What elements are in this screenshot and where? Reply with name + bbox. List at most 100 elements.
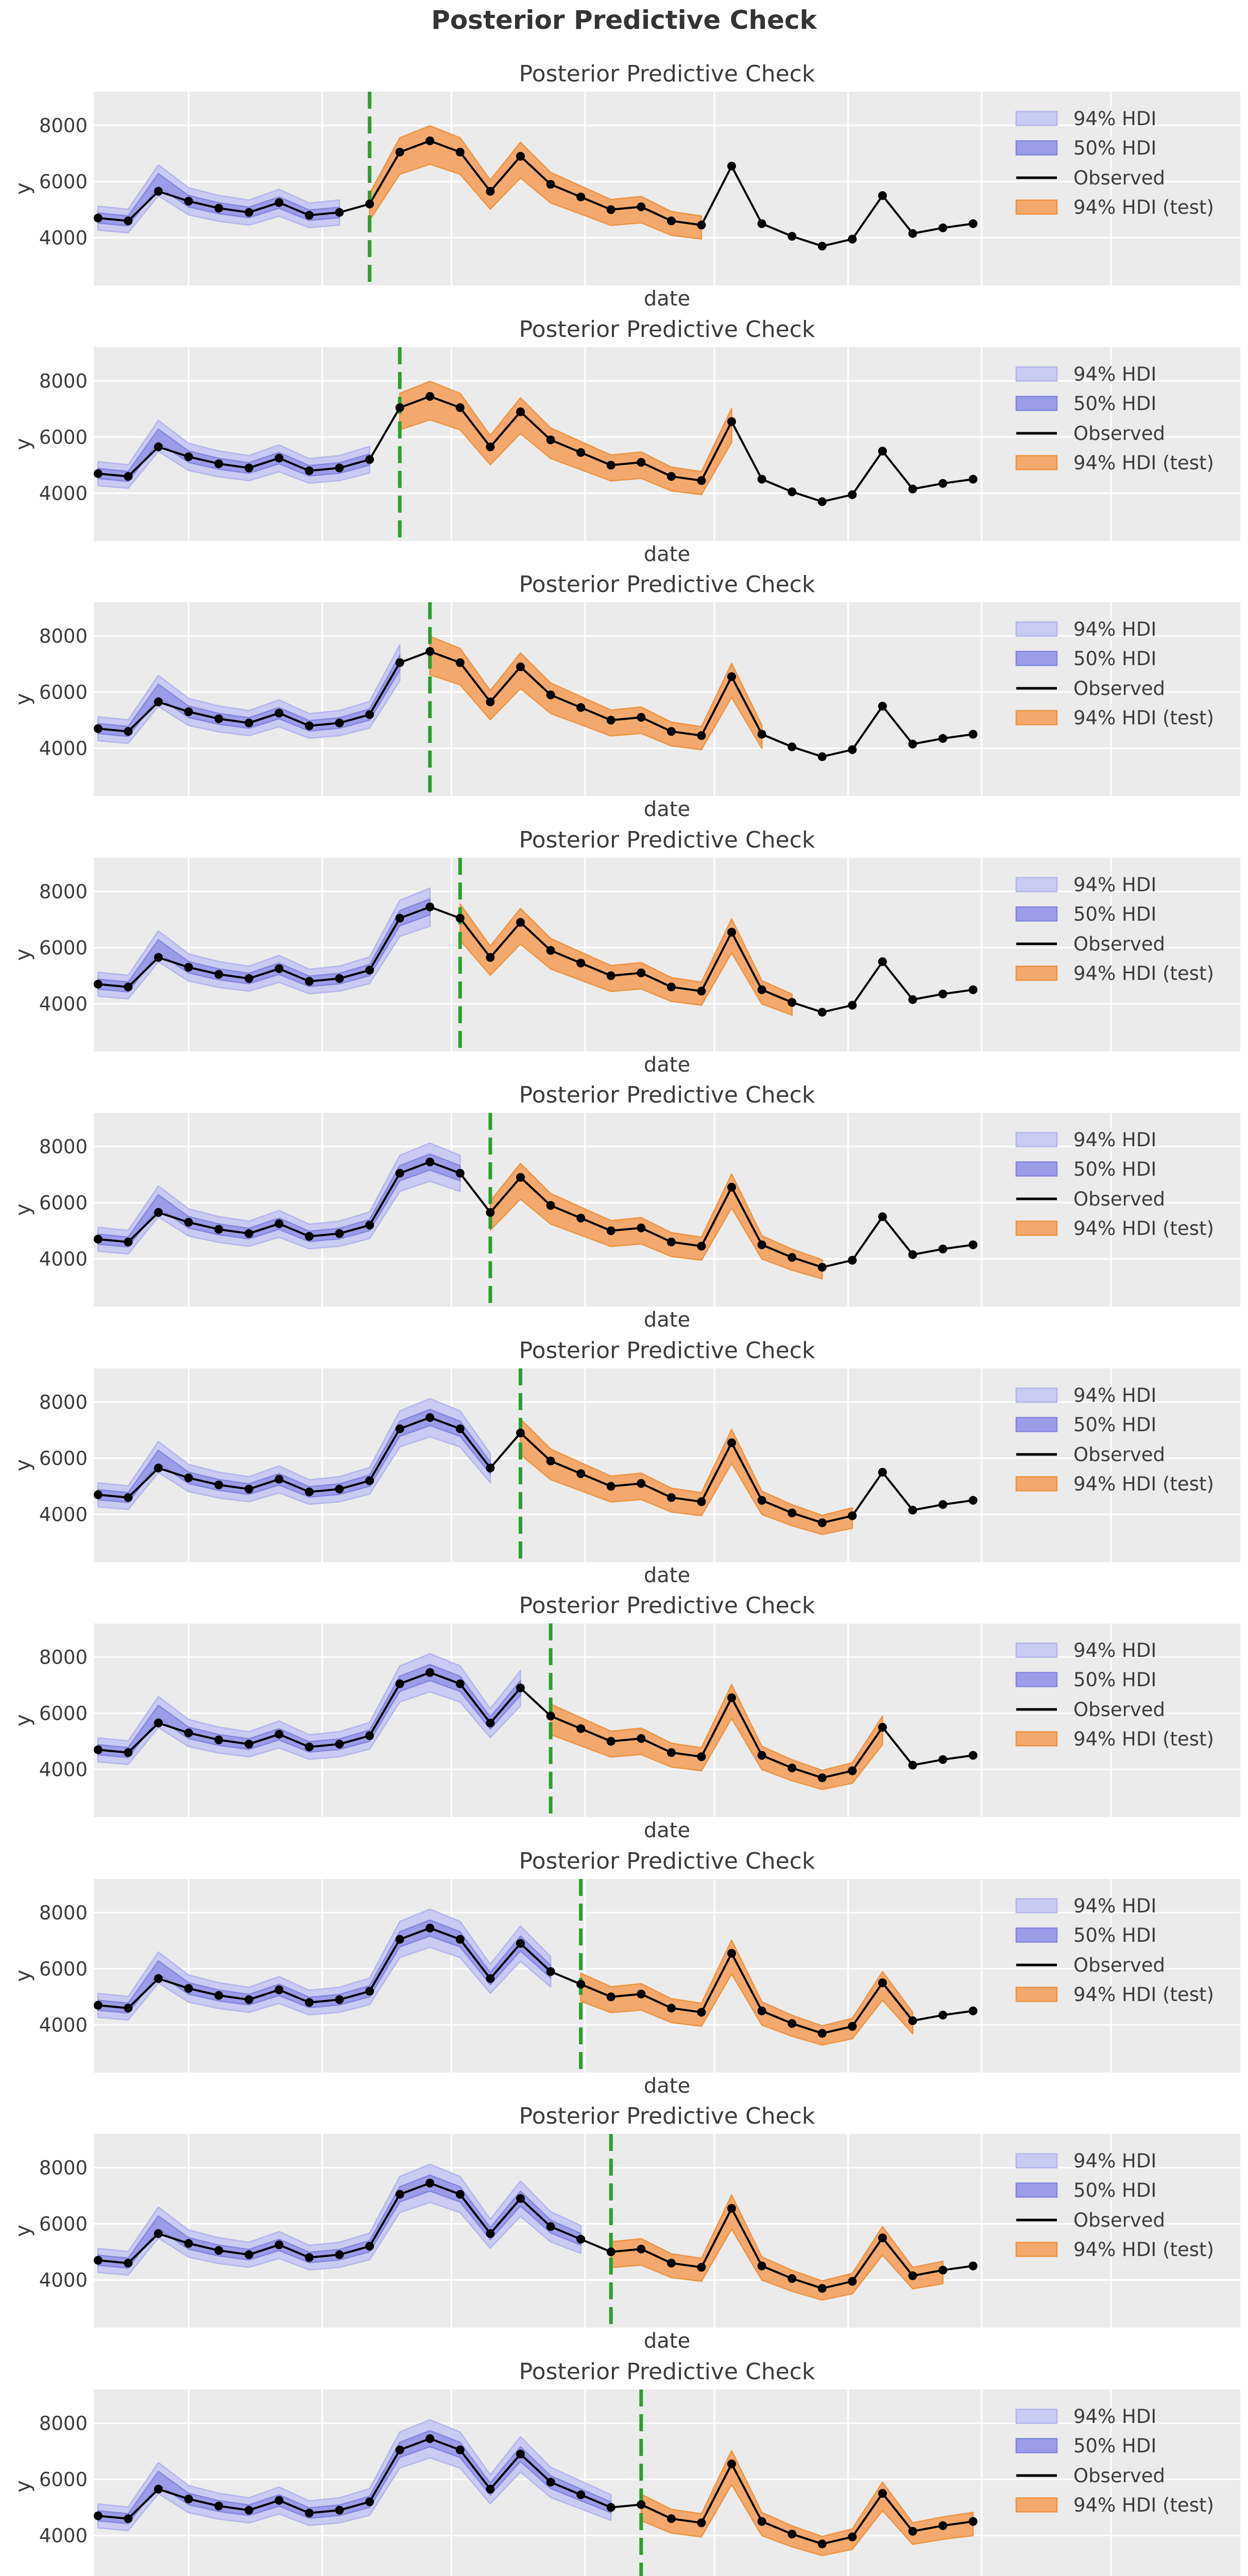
y-tick-label: 6000	[39, 2213, 88, 2235]
legend-swatch-4	[1015, 2242, 1058, 2257]
observed-point	[93, 2001, 102, 2010]
observed-point	[968, 2517, 978, 2526]
observed-point	[335, 718, 344, 727]
observed-point	[817, 1518, 827, 1528]
legend-swatch-2	[1015, 906, 1058, 922]
observed-point	[395, 147, 404, 157]
observed-point	[184, 2239, 193, 2248]
plot-background	[94, 347, 1240, 541]
observed-point	[938, 1244, 948, 1253]
legend-label: 50% HDI	[1073, 648, 1156, 670]
observed-point	[727, 672, 736, 681]
legend-label: 94% HDI (test)	[1073, 2239, 1214, 2261]
plot-background	[94, 858, 1240, 1052]
observed-point	[516, 918, 525, 927]
legend: 94% HDI 50% HDI Observed 94% HDI (test)	[1015, 874, 1214, 985]
observed-point	[637, 1223, 646, 1232]
legend-swatch-1	[1015, 877, 1058, 892]
observed-point	[606, 1992, 616, 2002]
observed-point	[968, 219, 978, 228]
observed-point	[666, 1748, 676, 1757]
hdi-94-test-band	[580, 1939, 914, 2046]
observed-point	[335, 1484, 344, 1494]
observed-point	[666, 2004, 676, 2013]
legend-swatch-1	[1015, 621, 1058, 637]
y-tick-label: 6000	[39, 1958, 88, 1980]
plot-background	[94, 1879, 1240, 2073]
observed-point	[486, 1208, 495, 1217]
y-axis-label: y	[11, 1459, 35, 1471]
observed-point	[154, 697, 163, 706]
observed-point	[93, 2511, 102, 2520]
y-tick-label: 4000	[39, 1248, 88, 1270]
observed-point	[425, 392, 435, 401]
observed-point	[486, 697, 495, 706]
observed-point	[516, 2449, 525, 2459]
observed-point	[486, 1718, 495, 1727]
legend-swatch-4	[1015, 2497, 1058, 2513]
plot-background	[94, 2134, 1240, 2328]
legend-label: 50% HDI	[1073, 1414, 1156, 1436]
y-axis-label: y	[11, 182, 35, 195]
observed-point	[757, 1240, 766, 1249]
legend-label: 94% HDI	[1073, 1384, 1156, 1406]
observed-point	[516, 662, 525, 671]
y-axis-label: y	[11, 2480, 35, 2493]
observed-point	[606, 971, 616, 980]
legend-swatch-2	[1015, 1161, 1058, 1177]
observed-point	[908, 739, 917, 749]
observed-point	[275, 2240, 284, 2249]
subplot-4: Posterior Predictive Check 4000 6000 8000 y d…	[11, 827, 1240, 1073]
y-tick-label: 4000	[39, 227, 88, 249]
subplot-title: Posterior Predictive Check	[519, 1848, 815, 1874]
observed-point	[817, 752, 827, 761]
legend-swatch-1	[1015, 1387, 1058, 1403]
legend-label: 50% HDI	[1073, 1669, 1156, 1691]
observed-point	[938, 2010, 948, 2020]
legend-swatch-4	[1015, 199, 1058, 215]
y-tick-label: 4000	[39, 1758, 88, 1781]
observed-point	[365, 1221, 374, 1230]
observed-point	[275, 1475, 284, 1484]
observed-point	[697, 476, 706, 485]
subplot-title: Posterior Predictive Check	[519, 2103, 815, 2129]
observed-point	[848, 1001, 857, 1010]
observed-point	[425, 647, 435, 656]
observed-point	[214, 1991, 224, 2000]
observed-point	[878, 702, 887, 711]
observed-point	[576, 703, 586, 712]
observed-point	[757, 1496, 766, 1505]
observed-point	[938, 223, 948, 232]
observed-point	[304, 1232, 314, 1241]
observed-point	[757, 730, 766, 739]
observed-point	[486, 1463, 495, 1472]
legend-swatch-4	[1015, 710, 1058, 725]
observed-point	[93, 979, 102, 989]
y-axis-label: y	[11, 438, 35, 450]
observed-point	[727, 2459, 736, 2468]
subplot-title: Posterior Predictive Check	[519, 61, 815, 87]
observed-point	[788, 1253, 797, 1262]
observed-point	[365, 1987, 374, 1996]
legend-label: 94% HDI (test)	[1073, 1728, 1214, 1750]
observed-point	[848, 2532, 857, 2541]
observed-point	[848, 490, 857, 499]
subplot-title: Posterior Predictive Check	[519, 1337, 815, 1364]
legend-swatch-4	[1015, 1731, 1058, 1747]
observed-point	[214, 970, 224, 979]
legend-swatch-1	[1015, 366, 1058, 382]
observed-point	[214, 459, 224, 468]
observed-point	[486, 953, 495, 962]
legend-swatch-2	[1015, 396, 1058, 411]
y-tick-label: 6000	[39, 681, 88, 703]
observed-point	[93, 469, 102, 478]
observed-point	[848, 745, 857, 754]
observed-line	[98, 650, 973, 758]
legend-swatch-2	[1015, 1927, 1058, 1943]
legend-swatch-1	[1015, 2409, 1058, 2424]
y-tick-label: 8000	[39, 114, 88, 137]
legend-label: Observed	[1073, 167, 1165, 189]
legend-swatch-4	[1015, 965, 1058, 981]
observed-point	[244, 718, 253, 727]
